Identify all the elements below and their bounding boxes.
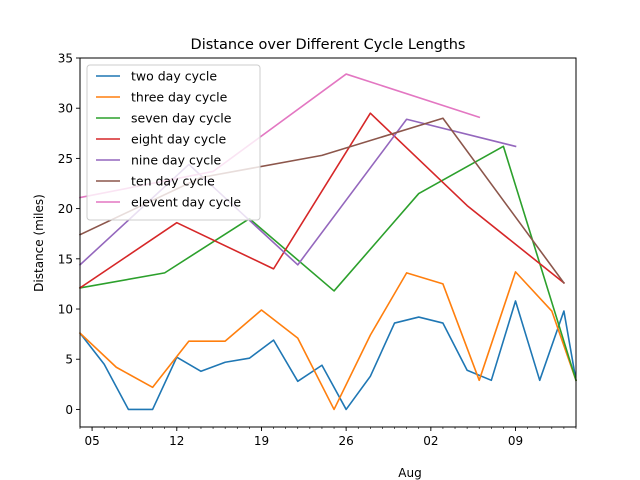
y-tick-label: 20 (58, 202, 73, 216)
y-tick-label: 25 (58, 152, 73, 166)
y-ticks-layer: 0 5 10 15 20 25 30 35 (58, 52, 80, 417)
chart-title: Distance over Different Cycle Lengths (191, 37, 466, 53)
legend-label: ten day cycle (131, 174, 215, 189)
series-line-2 (78, 271, 578, 411)
axes-frame (79, 57, 577, 428)
legend-label: two day cycle (131, 69, 217, 84)
series-layer (78, 73, 578, 411)
legend-label: three day cycle (131, 90, 228, 105)
y-tick-label: 0 (65, 403, 73, 417)
x-tick-label: 26 (339, 434, 354, 448)
legend-box (86, 64, 261, 221)
series-line-3 (79, 145, 578, 382)
y-tick-label: 35 (58, 52, 73, 66)
y-tick-label: 10 (58, 303, 73, 317)
x-axis-label: Aug (398, 466, 421, 480)
legend-label: eight day cycle (131, 132, 226, 147)
legend: two day cycle three day cycle seven day cy… (86, 64, 261, 221)
x-tick-label: 02 (423, 434, 438, 448)
series-line-1 (78, 300, 577, 411)
legend-label: elevent day cycle (131, 195, 241, 210)
x-tick-label: 19 (254, 434, 269, 448)
legend-label: nine day cycle (131, 153, 222, 168)
legend-label: seven day cycle (131, 111, 232, 126)
y-tick-label: 15 (58, 252, 73, 266)
x-tick-label: 05 (84, 434, 99, 448)
x-tick-label: 12 (169, 434, 184, 448)
series-line-4 (78, 112, 566, 290)
x-ticks-layer: 05 12 19 26 02 09 (79, 427, 577, 448)
x-tick-label: 09 (508, 434, 523, 448)
y-axis-label: Distance (miles) (32, 194, 46, 292)
y-tick-label: 30 (58, 102, 73, 116)
y-tick-label: 5 (65, 353, 73, 367)
